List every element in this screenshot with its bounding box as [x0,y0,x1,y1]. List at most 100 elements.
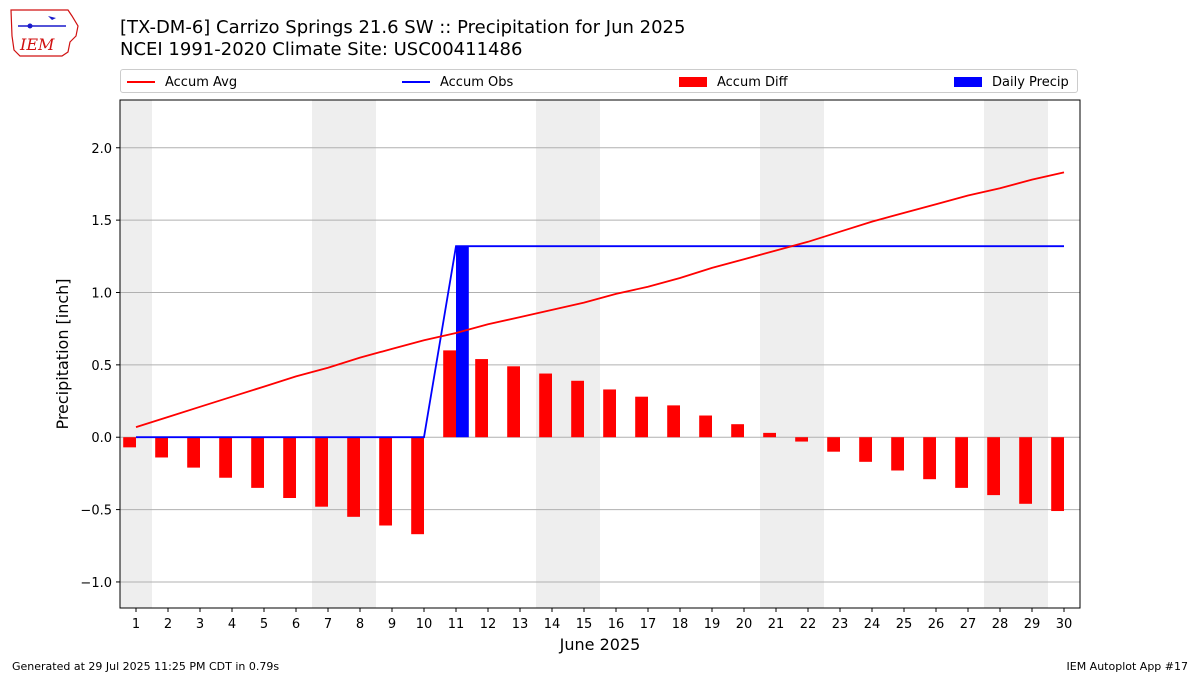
x-tick-label: 14 [544,617,561,632]
x-tick-label: 16 [608,617,625,632]
x-tick-label: 2 [164,617,172,632]
footer-app: IEM Autoplot App #17 [1066,660,1189,673]
y-tick-label: 0.5 [91,359,112,374]
x-axis-label: June 2025 [559,635,641,654]
legend-swatch-accum-avg [127,81,155,83]
x-tick-label: 11 [448,617,465,632]
footer-generated: Generated at 29 Jul 2025 11:25 PM CDT in… [12,660,280,673]
weekend-shade [568,100,600,608]
accum-diff-bar [795,437,808,442]
legend-label-accum-avg: Accum Avg [165,74,238,90]
x-tick-label: 5 [260,617,268,632]
x-tick-label: 30 [1056,617,1073,632]
accum-diff-bar [923,437,936,480]
x-tick-label: 27 [960,617,977,632]
weekend-shade [1016,100,1048,608]
x-tick-label: 22 [800,617,817,632]
x-tick-label: 3 [196,617,204,632]
accum-diff-bar [667,405,680,438]
legend-item-accum-avg: Accum Avg [127,70,237,94]
y-axis-label: Precipitation [inch] [53,278,72,429]
accum-diff-bar [827,437,840,452]
legend-swatch-accum-obs [402,81,430,83]
accum-diff-bar [379,437,392,526]
chart-legend: Accum Avg Accum Obs Accum Diff Daily Pre… [120,69,1078,93]
x-tick-label: 6 [292,617,300,632]
x-tick-label: 17 [640,617,657,632]
y-tick-label: −1.0 [80,576,112,591]
x-tick-label: 9 [388,617,396,632]
x-tick-label: 1 [132,617,140,632]
plot-frame [119,99,1081,609]
x-tick-label: 10 [416,617,433,632]
y-tick-label: 1.5 [91,214,112,229]
accum-diff-bar [219,437,232,478]
logo-text: IEM [19,35,55,54]
iowa-outline-shape [10,9,79,57]
x-tick-label: 23 [832,617,849,632]
legend-item-daily-precip: Daily Precip [954,70,1069,94]
x-tick-label: 21 [768,617,785,632]
x-tick-label: 28 [992,617,1009,632]
weekend-shade [760,100,792,608]
logo-dot [27,23,33,29]
accum-diff-bar [251,437,264,488]
y-tick-label: 1.0 [91,286,112,301]
accum-diff-bar [987,437,1000,496]
accum-diff-bar [603,389,616,438]
accum-diff-bar [1019,437,1032,504]
y-tick-label: −0.5 [80,504,112,519]
y-tick-label: 0.0 [91,431,112,446]
x-tick-label: 12 [480,617,497,632]
legend-label-accum-obs: Accum Obs [440,74,514,90]
accum-diff-bar [731,424,744,438]
legend-label-daily-precip: Daily Precip [992,74,1069,90]
accum-diff-bar [1051,437,1064,512]
legend-item-accum-diff: Accum Diff [679,70,788,94]
weekend-shade [536,100,568,608]
daily-precip-bar [456,246,469,438]
chart-subtitle: NCEI 1991-2020 Climate Site: USC00411486 [120,39,523,60]
accum-diff-bar [699,415,712,438]
accum-avg-line [135,171,1065,428]
chart-title: [TX-DM-6] Carrizo Springs 21.6 SW :: Pre… [120,17,686,38]
accum-diff-bar [859,437,872,462]
accum-diff-bar [187,437,200,468]
y-tick-label: 2.0 [91,142,112,157]
weekend-shade [984,100,1016,608]
x-tick-label: 15 [576,617,593,632]
accum-diff-bar [475,359,488,438]
accum-diff-bar [347,437,360,517]
x-tick-label: 19 [704,617,721,632]
accum-diff-bar [443,350,456,438]
logo-bird [48,16,56,20]
accum-diff-bar [507,366,520,438]
x-tick-label: 7 [324,617,332,632]
accum-diff-bar [635,396,648,438]
accum-diff-bar [155,437,168,458]
x-tick-label: 13 [512,617,529,632]
accum-diff-bar [955,437,968,488]
iem-logo: IEM [10,9,79,57]
accum-diff-bar [539,373,552,438]
accum-diff-bar [571,380,584,438]
legend-swatch-accum-diff [679,77,707,87]
accum-diff-bar [411,437,424,535]
weekend-shade [792,100,824,608]
x-tick-label: 29 [1024,617,1041,632]
x-tick-label: 8 [356,617,364,632]
accum-diff-bar [283,437,296,499]
x-tick-label: 25 [896,617,913,632]
accum-obs-line [136,245,1064,439]
x-tick-label: 26 [928,617,945,632]
x-tick-label: 4 [228,617,236,632]
x-tick-label: 24 [864,617,881,632]
weekend-shade [312,100,344,608]
x-tick-label: 18 [672,617,689,632]
accum-diff-bar [891,437,904,471]
accum-diff-bar [763,432,776,438]
legend-label-accum-diff: Accum Diff [717,74,788,90]
legend-item-accum-obs: Accum Obs [402,70,513,94]
legend-swatch-daily-precip [954,77,982,87]
